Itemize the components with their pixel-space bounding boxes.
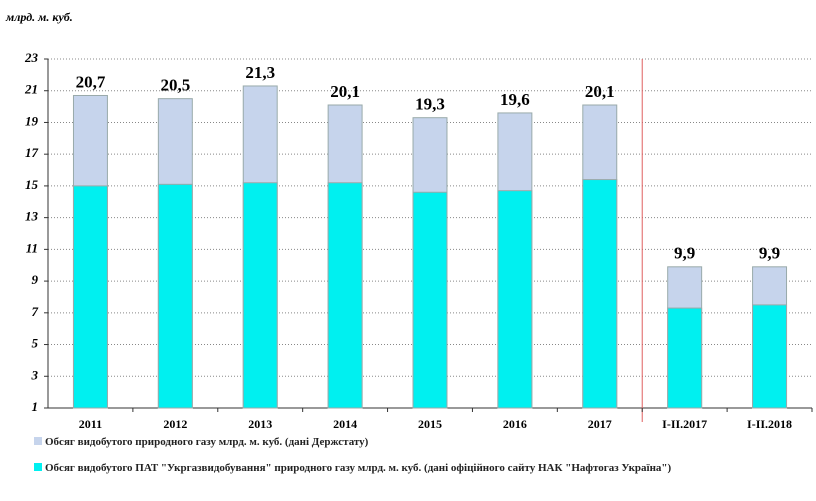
y-tick-label: 7 [32,304,39,319]
y-tick-label: 15 [25,177,39,192]
x-tick-label: I-II.2017 [662,417,707,430]
bar [327,182,363,409]
legend-label: Обсяг видобутого ПАТ "Укргазвидобування"… [45,462,672,474]
value-label: 20,5 [160,76,190,95]
x-tick-label: I-II.2018 [747,417,792,430]
chart: млрд. м. куб. 1357911131517192123201120,… [5,10,813,430]
bar [157,183,193,409]
bar [72,185,108,409]
y-tick-label: 21 [24,82,38,97]
y-tick-label: 23 [24,50,39,65]
x-tick-label: 2011 [79,417,102,430]
x-tick-label: 2017 [588,417,612,430]
y-tick-label: 9 [32,272,39,287]
legend-swatch [34,437,42,445]
x-tick-label: 2013 [248,417,272,430]
bar [667,307,703,409]
y-tick-label: 3 [31,367,39,382]
value-label: 20,1 [585,82,615,101]
legend-swatch [34,463,42,471]
legend-item: Обсяг видобутого природного газу млрд. м… [34,436,694,449]
x-tick-label: 2016 [503,417,527,430]
y-axis-title: млрд. м. куб. [5,10,73,24]
legend-label: Обсяг видобутого природного газу млрд. м… [45,436,369,448]
value-label: 19,3 [415,95,445,114]
bar [582,179,618,409]
x-tick-label: 2012 [163,417,187,430]
x-tick-label: 2015 [418,417,442,430]
legend-item: Обсяг видобутого ПАТ "Укргазвидобування"… [34,462,694,475]
y-tick-label: 11 [26,240,38,255]
y-tick-label: 13 [25,209,39,224]
value-label: 9,9 [674,244,695,263]
bar [242,182,278,409]
bar [497,190,533,409]
bar [752,304,788,409]
y-tick-label: 1 [32,399,39,414]
y-tick-label: 17 [25,145,39,160]
bar [412,191,448,409]
y-tick-label: 19 [25,113,39,128]
value-label: 20,1 [330,82,360,101]
value-label: 19,6 [500,90,530,109]
x-tick-label: 2014 [333,417,357,430]
value-label: 20,7 [76,72,106,91]
value-label: 9,9 [759,244,780,263]
y-tick-label: 5 [32,336,39,351]
value-label: 21,3 [245,63,275,82]
